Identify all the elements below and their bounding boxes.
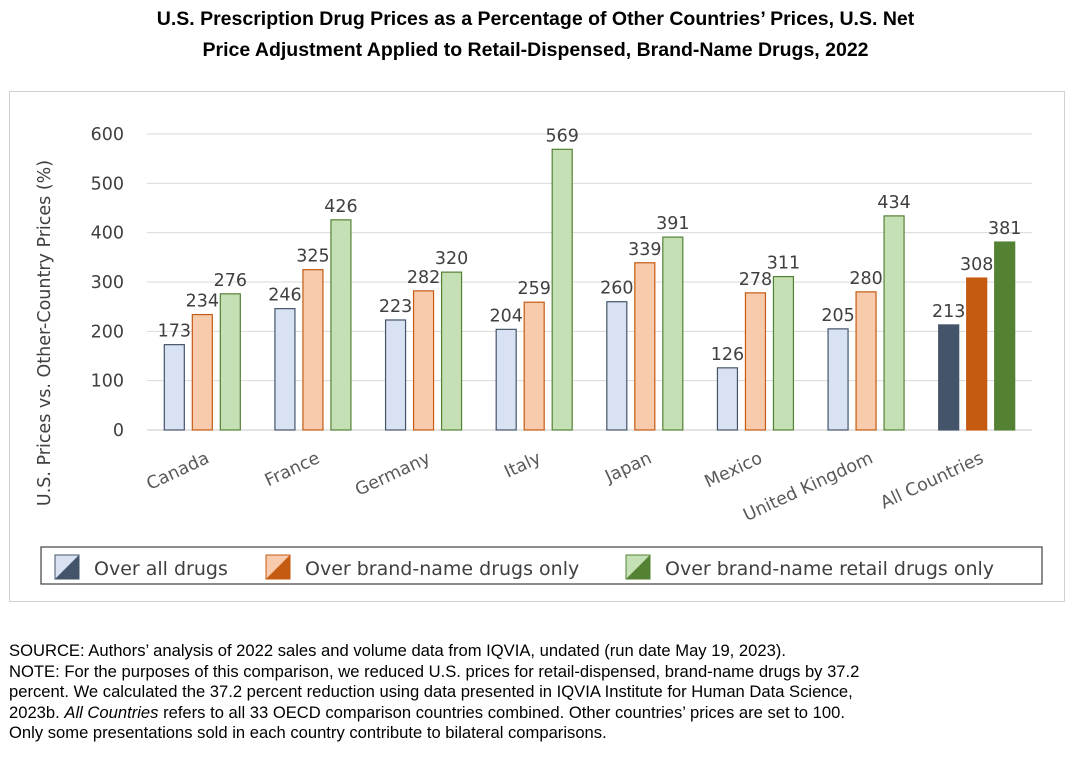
data-label-canada-series-1: 173 [158,322,191,342]
bar-germany-series-3 [440,271,463,431]
bar-canada-series-3 [219,293,241,431]
y-tick-label-200: 200 [91,322,124,342]
data-label-united-kingdom-series-3: 434 [877,193,910,213]
chart-title: U.S. Prescription Drug Prices as a Perce… [0,4,1071,66]
data-label-italy-series-1: 204 [489,306,522,326]
legend-box [40,546,1043,585]
legend-swatch-dark-2 [266,555,290,579]
data-label-germany-series-3: 320 [435,249,468,269]
y-tick-label-0: 0 [113,421,124,441]
x-axis-labels: Canada France Germany Italy Japan MexicoUnite… [144,448,987,525]
data-label-all-countries-series-2: 308 [960,255,993,275]
bar-mexico-series-1 [716,367,739,431]
source-note: SOURCE: Authors’ analysis of 2022 sales … [9,641,786,660]
bar-all-countries-series-3 [994,241,1016,431]
data-label-canada-series-2: 234 [186,292,219,312]
note-line-3-emphasis: All Countries [64,702,159,722]
bar-united-kingdom-series-2 [855,291,877,431]
note-line-3-a: 2023b. [9,702,65,722]
data-label-canada-series-3: 276 [214,271,247,291]
note-line-4: Only some presentations sold in each cou… [9,723,607,742]
x-tick-label-japan: Japan [601,448,655,487]
note-line-2: percent. We calculated the 37.2 percent … [9,682,853,701]
bar-mexico-series-3 [772,275,795,431]
bar-italy-series-3 [551,148,573,431]
legend-label-1: Over all drugs [94,558,228,580]
data-label-italy-series-2: 259 [517,279,550,299]
y-axis-label: U.S. Prices vs. Other-Country Prices (%) [35,160,55,506]
bar-united-kingdom-series-3 [883,215,905,431]
chart-frame [9,91,1065,602]
bar-france-series-3 [330,219,352,431]
data-label-united-kingdom-series-2: 280 [849,269,882,289]
x-tick-label-germany: Germany [352,448,433,500]
legend-item-2: Over brand-name drugs only [265,554,579,580]
x-tick-label-italy: Italy [501,448,544,482]
bar-germany-series-1 [384,319,407,431]
bar-japan-series-3 [662,236,684,431]
data-label-japan-series-3: 391 [656,214,689,234]
bar-germany-series-2 [412,290,435,431]
bar-italy-series-2 [523,301,545,431]
bar-all-countries-series-1 [938,324,960,431]
data-label-italy-series-3: 569 [545,126,578,146]
y-tick-label-100: 100 [91,372,124,392]
note-line-3: 2023b. All Countries refers to all 33 OE… [9,703,1064,724]
bar-france-series-1 [274,308,296,431]
data-label-mexico-series-1: 126 [711,345,744,365]
legend-label-2: Over brand-name drugs only [305,558,579,580]
legend-item-3: Over brand-name retail drugs only [625,554,994,580]
bar-france-series-2 [302,269,324,431]
bar-canada-series-2 [191,313,213,431]
data-label-france-series-1: 246 [268,286,301,306]
legend-swatch-border-2 [265,554,291,580]
x-tick-label-all-countries: All Countries [878,448,987,513]
x-tick-label-canada: Canada [144,448,213,494]
legend-swatch-border-3 [625,554,651,580]
data-label-all-countries-series-1: 213 [932,302,965,322]
bar-japan-series-2 [634,262,656,431]
legend-item-1: Over all drugs [54,554,228,580]
data-label-japan-series-2: 339 [628,240,661,260]
data-label-germany-series-2: 282 [407,268,440,288]
data-label-germany-series-1: 223 [379,297,412,317]
legend-label-3: Over brand-name retail drugs only [665,558,994,580]
legend-swatch-border-1 [54,554,80,580]
legend-swatch-dark-1 [55,555,79,579]
y-tick-label-300: 300 [91,273,124,293]
data-label-mexico-series-2: 278 [739,270,772,290]
bar-chart: 0 100 200 300 400 500 600 U.S. Prices vs. Othe… [35,125,1043,585]
y-tick-label-400: 400 [91,224,124,244]
note-line-1: NOTE: For the purposes of this compariso… [9,661,860,681]
y-axis-ticks: 0 100 200 300 400 500 600 [91,125,124,441]
bar-all-countries-series-2 [966,277,988,431]
data-label-all-countries-series-3: 381 [988,219,1021,239]
data-label-japan-series-1: 260 [600,279,633,299]
legend-swatch-dark-3 [626,555,650,579]
legend: Over all drugs Over brand-name drugs only… [40,546,1043,585]
note-line-3-b: refers to all 33 OECD comparison countri… [158,702,845,722]
chart-title-line-2: Price Adjustment Applied to Retail-Dispe… [202,39,869,61]
x-tick-label-france: France [262,448,323,491]
data-label-france-series-2: 325 [296,247,329,267]
bar-japan-series-1 [606,301,628,431]
y-tick-label-500: 500 [91,174,124,194]
data-label-france-series-3: 426 [324,197,357,217]
bar-canada-series-1 [163,344,185,431]
data-label-mexico-series-3: 311 [767,254,800,274]
bar-united-kingdom-series-1 [827,328,849,431]
chart-notes: SOURCE: Authors’ analysis of 2022 sales … [9,641,1064,744]
chart-title-line-1: U.S. Prescription Drug Prices as a Perce… [156,8,915,30]
bar-italy-series-1 [495,328,517,431]
data-label-united-kingdom-series-1: 205 [821,306,854,326]
x-tick-label-mexico: Mexico [702,448,766,492]
y-tick-label-600: 600 [91,125,124,145]
bar-mexico-series-2 [744,292,767,431]
